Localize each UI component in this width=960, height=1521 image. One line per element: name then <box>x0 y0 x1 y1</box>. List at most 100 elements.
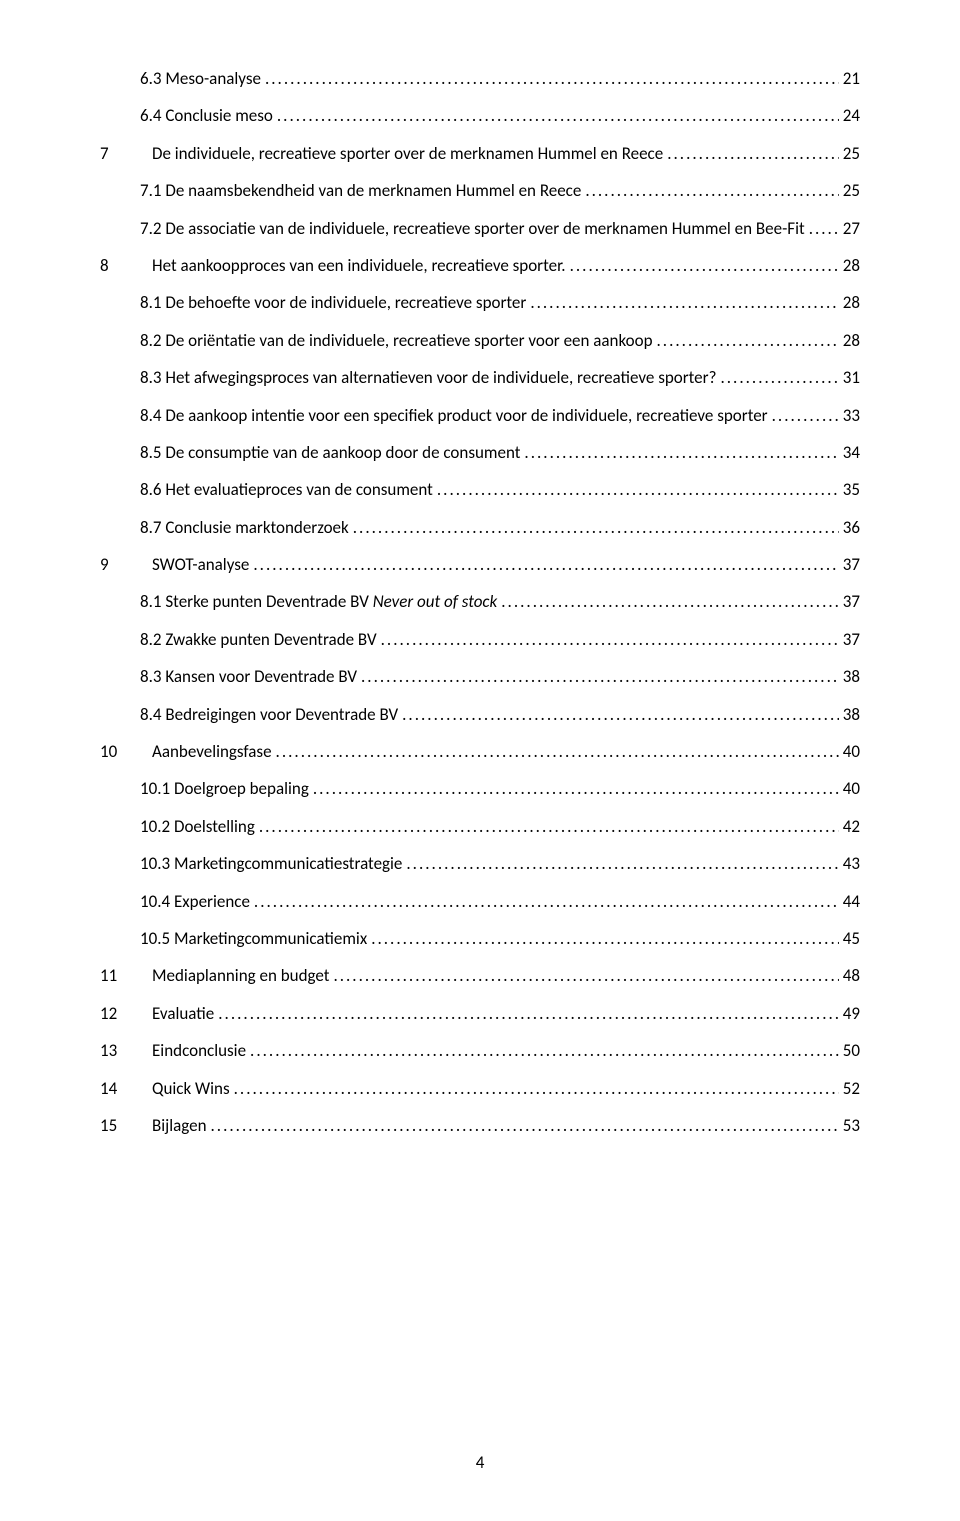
toc-title: 10.3 Marketingcommunicatiestrategie <box>140 845 402 882</box>
toc-leader-dots <box>273 97 839 134</box>
toc-leader-dots <box>255 808 839 845</box>
toc-leader-dots <box>214 995 839 1032</box>
toc-title: 8.4 De aankoop intentie voor een specifi… <box>140 397 768 434</box>
toc-number: 10 <box>100 733 128 770</box>
toc-page-number: 44 <box>839 883 860 920</box>
toc-page-number: 53 <box>839 1107 860 1144</box>
toc-page: 6.3 Meso-analyse 216.4 Conclusie meso 24… <box>0 0 960 1521</box>
toc-title: Eindconclusie <box>152 1032 246 1069</box>
toc-title: 8.3 Kansen voor Deventrade BV <box>140 658 357 695</box>
toc-section: 8.1 De behoefte voor de individuele, rec… <box>140 284 860 321</box>
toc-leader-dots <box>526 284 838 321</box>
toc-number: 9 <box>100 546 128 583</box>
toc-leader-dots <box>433 471 839 508</box>
toc-section: 8.2 De oriëntatie van de individuele, re… <box>140 322 860 359</box>
toc-chapter: 14 Quick Wins 52 <box>100 1070 860 1107</box>
toc-chapter: 11Mediaplanning en budget 48 <box>100 957 860 994</box>
toc-page-number: 38 <box>839 696 860 733</box>
toc-section: 8.7 Conclusie marktonderzoek 36 <box>140 509 860 546</box>
toc-section: 8.4 De aankoop intentie voor een specifi… <box>140 397 860 434</box>
toc-number: 13 <box>100 1032 128 1069</box>
toc-leader-dots <box>377 621 839 658</box>
toc-page-number: 28 <box>839 322 860 359</box>
toc-leader-dots <box>272 733 839 770</box>
toc-page-number: 45 <box>839 920 860 957</box>
toc-title: 8.2 Zwakke punten Deventrade BV <box>140 621 377 658</box>
toc-section: 10.4 Experience 44 <box>140 883 860 920</box>
toc-leader-dots <box>249 546 838 583</box>
toc-leader-dots <box>566 247 839 284</box>
toc-page-number: 38 <box>839 658 860 695</box>
toc-page-number: 33 <box>839 397 860 434</box>
toc-page-number: 27 <box>839 210 860 247</box>
toc-chapter: 12Evaluatie 49 <box>100 995 860 1032</box>
toc-chapter: 7 De individuele, recreatieve sporter ove… <box>100 135 860 172</box>
toc-title: 6.4 Conclusie meso <box>140 97 273 134</box>
toc-leader-dots <box>329 957 838 994</box>
toc-title: 10.2 Doelstelling <box>140 808 255 845</box>
toc-page-number: 52 <box>839 1070 860 1107</box>
toc-page-number: 40 <box>839 733 860 770</box>
toc-number: 7 <box>100 135 128 172</box>
toc-page-number: 42 <box>839 808 860 845</box>
toc-page-number: 24 <box>839 97 860 134</box>
toc-chapter: 15Bijlagen 53 <box>100 1107 860 1144</box>
toc-leader-dots <box>246 1032 839 1069</box>
toc-page-number: 37 <box>839 546 860 583</box>
toc-number: 14 <box>100 1070 128 1107</box>
toc-section: 10.2 Doelstelling 42 <box>140 808 860 845</box>
toc-leader-dots <box>367 920 839 957</box>
toc-page-number: 36 <box>839 509 860 546</box>
toc-number: 11 <box>100 957 128 994</box>
toc-chapter: 8 Het aankoopproces van een individuele, … <box>100 247 860 284</box>
toc-title: 8.1 De behoefte voor de individuele, rec… <box>140 284 526 321</box>
toc-section: 8.3 Het afwegingsproces van alternatieve… <box>140 359 860 396</box>
toc-page-number: 35 <box>839 471 860 508</box>
toc-page-number: 25 <box>839 172 860 209</box>
toc-page-number: 21 <box>839 60 860 97</box>
toc-title: SWOT-analyse <box>152 546 249 583</box>
toc-section: 10.1 Doelgroep bepaling 40 <box>140 770 860 807</box>
toc-page-number: 28 <box>839 247 860 284</box>
toc-title: 10.1 Doelgroep bepaling <box>140 770 309 807</box>
toc-title: 8.1 Sterke punten Deventrade BV Never ou… <box>140 583 497 620</box>
toc-list: 6.3 Meso-analyse 216.4 Conclusie meso 24… <box>100 60 860 1144</box>
toc-section: 7.2 De associatie van de individuele, re… <box>140 210 860 247</box>
toc-title: Het aankoopproces van een individuele, r… <box>152 247 566 284</box>
toc-leader-dots <box>357 658 839 695</box>
toc-number: 8 <box>100 247 128 284</box>
toc-leader-dots <box>349 509 839 546</box>
toc-section: 8.5 De consumptie van de aankoop door de… <box>140 434 860 471</box>
toc-page-number: 37 <box>839 621 860 658</box>
toc-title: Evaluatie <box>152 995 214 1032</box>
toc-leader-dots <box>250 883 839 920</box>
toc-title: De individuele, recreatieve sporter over… <box>152 135 663 172</box>
toc-leader-dots <box>398 696 839 733</box>
toc-title: Aanbevelingsfase <box>152 733 272 770</box>
toc-leader-dots <box>497 583 839 620</box>
toc-section: 8.6 Het evaluatieproces van de consument… <box>140 471 860 508</box>
toc-page-number: 49 <box>839 995 860 1032</box>
toc-section: 10.5 Marketingcommunicatiemix 45 <box>140 920 860 957</box>
toc-section: 8.3 Kansen voor Deventrade BV 38 <box>140 658 860 695</box>
toc-title: Quick Wins <box>152 1070 230 1107</box>
toc-section: 6.4 Conclusie meso 24 <box>140 97 860 134</box>
toc-leader-dots <box>653 322 839 359</box>
toc-leader-dots <box>230 1070 839 1107</box>
toc-title: Bijlagen <box>152 1107 207 1144</box>
toc-leader-dots <box>261 60 839 97</box>
toc-leader-dots <box>581 172 838 209</box>
toc-page-number: 34 <box>839 434 860 471</box>
toc-leader-dots <box>663 135 839 172</box>
toc-page-number: 43 <box>839 845 860 882</box>
toc-leader-dots <box>207 1107 839 1144</box>
toc-page-number: 50 <box>839 1032 860 1069</box>
toc-chapter: 13 Eindconclusie 50 <box>100 1032 860 1069</box>
toc-page-number: 40 <box>839 770 860 807</box>
toc-leader-dots <box>309 770 839 807</box>
toc-title: 10.5 Marketingcommunicatiemix <box>140 920 367 957</box>
page-number: 4 <box>0 1444 960 1481</box>
toc-page-number: 37 <box>839 583 860 620</box>
toc-title: 7.2 De associatie van de individuele, re… <box>140 210 805 247</box>
toc-title: 8.4 Bedreigingen voor Deventrade BV <box>140 696 398 733</box>
